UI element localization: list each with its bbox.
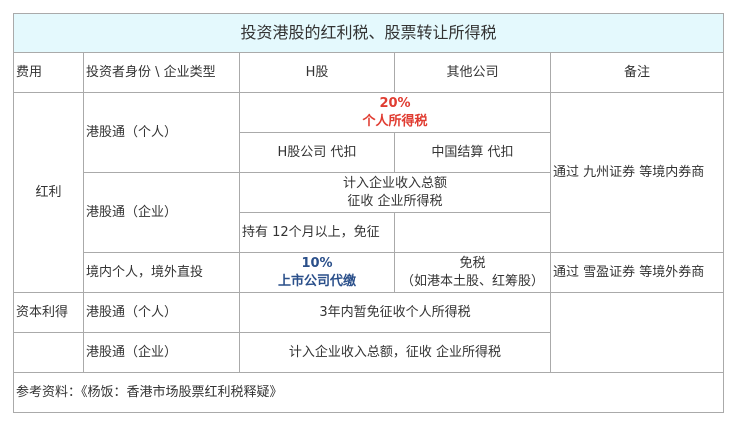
direct-individual-other: 免税 （如港本土股、红筹股） xyxy=(394,252,551,293)
connect-individual-rate: 20% 个人所得税 xyxy=(239,92,551,133)
header-fee: 费用 xyxy=(13,52,84,93)
capital-gains-label: 资本利得 xyxy=(13,292,84,333)
header-h-share: H股 xyxy=(239,52,395,93)
remark-direct: 通过 雪盈证券 等境外券商 xyxy=(550,252,724,293)
remark-connect: 通过 九州证券 等境内券商 xyxy=(550,92,724,253)
dividend-label: 红利 xyxy=(13,92,84,293)
cg-individual-value: 3年内暂免征收个人所得税 xyxy=(239,292,551,333)
connect-corporate-h: 持有 12个月以上，免征 xyxy=(239,212,395,253)
cg-corporate-value: 计入企业收入总额，征收 企业所得税 xyxy=(239,332,551,373)
connect-individual-other: 中国结算 代扣 xyxy=(394,132,551,173)
tax-table: 投资港股的红利税、股票转让所得税 费用 投资者身份 \ 企业类型 H股 其他公司… xyxy=(13,13,724,413)
header-remark: 备注 xyxy=(550,52,724,93)
reference-link[interactable]: 参考资料：《杨饭：香港市场股票红利税释疑》 xyxy=(13,372,724,413)
capital-gains-empty xyxy=(13,332,84,373)
connect-individual-label: 港股通（个人） xyxy=(83,92,240,173)
cg-individual-label: 港股通（个人） xyxy=(83,292,240,333)
direct-individual-label: 境内个人，境外直投 xyxy=(83,252,240,293)
direct-individual-h: 10% 上市公司代缴 xyxy=(239,252,395,293)
cg-remark xyxy=(550,292,724,373)
cg-corporate-label: 港股通（企业） xyxy=(83,332,240,373)
connect-corporate-tax: 计入企业收入总额 征收 企业所得税 xyxy=(239,172,551,213)
connect-individual-h: H股公司 代扣 xyxy=(239,132,395,173)
table-title: 投资港股的红利税、股票转让所得税 xyxy=(13,13,724,53)
connect-corporate-label: 港股通（企业） xyxy=(83,172,240,253)
header-row: 费用 投资者身份 \ 企业类型 H股 其他公司 备注 xyxy=(13,52,724,93)
header-investor: 投资者身份 \ 企业类型 xyxy=(83,52,240,93)
header-other: 其他公司 xyxy=(394,52,551,93)
connect-corporate-other xyxy=(394,212,551,253)
